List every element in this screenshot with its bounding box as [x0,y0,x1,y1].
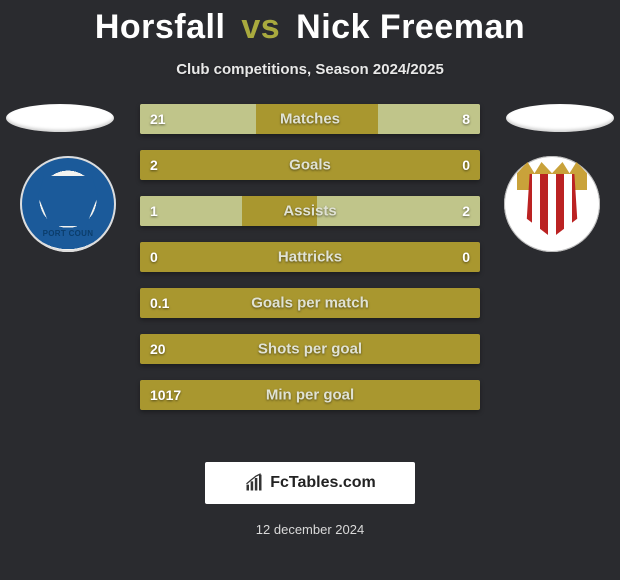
stat-bar: 0 0 Hattricks [140,242,480,272]
stat-value-right: 2 [462,203,470,219]
stat-value-left: 1017 [150,387,181,403]
stat-value-left: 21 [150,111,166,127]
stat-label: Assists [283,203,336,220]
date-text: 12 december 2024 [0,522,620,537]
stat-value-left: 1 [150,203,158,219]
stat-value-left: 20 [150,341,166,357]
player2-name: Nick Freeman [296,8,525,46]
stat-label: Hattricks [278,249,342,266]
stat-label: Goals [289,157,331,174]
stat-value-right: 0 [462,157,470,173]
branding-badge: FcTables.com [205,462,415,504]
player1-club-crest: PORT COUN [20,156,116,252]
stat-value-right: 0 [462,249,470,265]
stat-bar: 21 8 Matches [140,104,480,134]
stat-bar-fill-right [317,196,480,226]
vs-label: vs [241,8,280,46]
stat-bar: 2 0 Goals [140,150,480,180]
branding-text: FcTables.com [270,474,376,492]
stat-label: Goals per match [251,295,369,312]
comparison-title: Horsfall vs Nick Freeman [0,0,620,47]
content-area: PORT COUN 218Matches20Goals12Assists00Ha… [0,104,620,444]
player2-club-crest [504,156,600,252]
player1-avatar-placeholder [6,104,114,132]
stat-value-left: 0 [150,249,158,265]
stat-bar: 1 2 Assists [140,196,480,226]
stat-bars: 218Matches20Goals12Assists00Hattricks0.1… [140,104,480,426]
stat-label: Min per goal [266,387,354,404]
subtitle: Club competitions, Season 2024/2025 [0,61,620,78]
stat-value-right: 8 [462,111,470,127]
stat-bar: 20 Shots per goal [140,334,480,364]
stat-value-left: 2 [150,157,158,173]
player2-avatar-placeholder [506,104,614,132]
stat-label: Matches [280,111,340,128]
fctables-logo-icon [244,473,264,493]
stat-label: Shots per goal [258,341,362,358]
stat-value-left: 0.1 [150,295,169,311]
stat-bar: 0.1 Goals per match [140,288,480,318]
stat-bar: 1017 Min per goal [140,380,480,410]
player1-crest-text: PORT COUN [43,229,94,238]
player1-name: Horsfall [95,8,226,46]
